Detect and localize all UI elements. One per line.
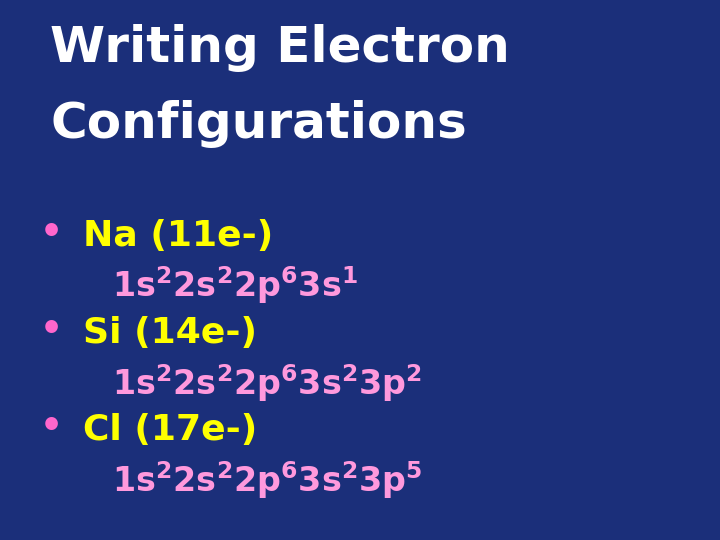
Text: •: •: [40, 313, 63, 347]
Text: •: •: [40, 216, 63, 250]
Text: Configurations: Configurations: [50, 100, 467, 148]
Text: Na (11e-): Na (11e-): [83, 219, 273, 253]
Text: Cl (17e-): Cl (17e-): [83, 413, 257, 447]
Text: $\mathbf{1s^{2}2s^{2}2p^{6}3s^{2}3p^{5}}$: $\mathbf{1s^{2}2s^{2}2p^{6}3s^{2}3p^{5}}…: [112, 459, 422, 501]
Text: •: •: [40, 410, 63, 444]
Text: $\mathbf{1s^{2}2s^{2}2p^{6}3s^{2}3p^{2}}$: $\mathbf{1s^{2}2s^{2}2p^{6}3s^{2}3p^{2}}…: [112, 362, 422, 403]
Text: Writing Electron: Writing Electron: [50, 24, 510, 72]
Text: Si (14e-): Si (14e-): [83, 316, 257, 350]
Text: $\mathbf{1s^{2}2s^{2}2p^{6}3s^{1}}$: $\mathbf{1s^{2}2s^{2}2p^{6}3s^{1}}$: [112, 265, 358, 306]
